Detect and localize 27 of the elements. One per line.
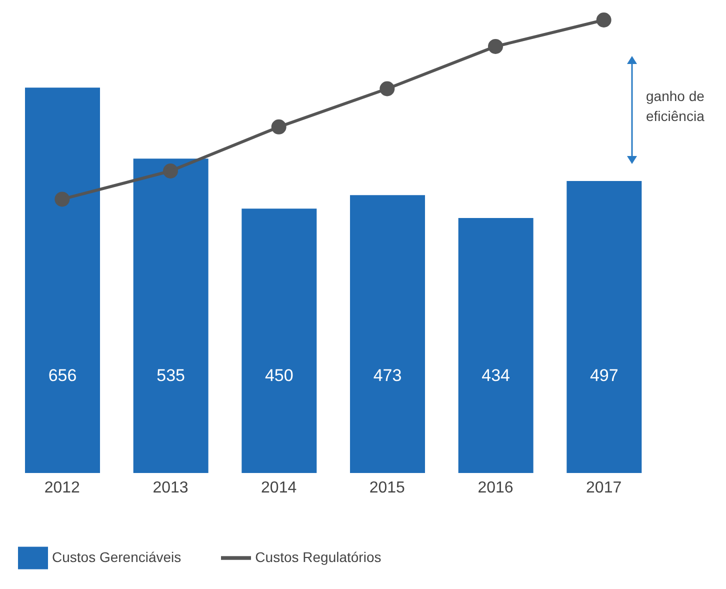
bar — [133, 158, 208, 473]
annotation: ganho de eficiência — [646, 87, 706, 126]
data-label: 535 — [156, 366, 186, 385]
x-tick-label: 2016 — [478, 479, 514, 496]
point — [488, 38, 503, 54]
point — [596, 12, 612, 28]
data-label: 434 — [482, 366, 510, 385]
x-tick-label: 2012 — [44, 479, 80, 496]
bar — [242, 208, 317, 473]
point — [163, 164, 178, 178]
x-tick-label: 2017 — [586, 479, 622, 496]
bar — [566, 180, 642, 473]
data-label: 656 — [48, 366, 77, 385]
x-tick-label: 2015 — [369, 479, 406, 496]
data-label: 497 — [590, 366, 618, 385]
point — [271, 119, 286, 134]
legend-label: Custos Gerenciáveis — [52, 548, 182, 565]
x-tick-label: 2014 — [261, 479, 297, 496]
bar — [458, 218, 534, 473]
data-label: 473 — [373, 366, 402, 385]
legend-label: Custos Regulatórios — [255, 548, 382, 565]
bar — [350, 195, 425, 473]
bar — [25, 88, 100, 473]
x-tick-label: 2013 — [152, 479, 188, 496]
data-label: 450 — [264, 366, 294, 385]
point — [54, 192, 70, 207]
point — [380, 81, 395, 96]
